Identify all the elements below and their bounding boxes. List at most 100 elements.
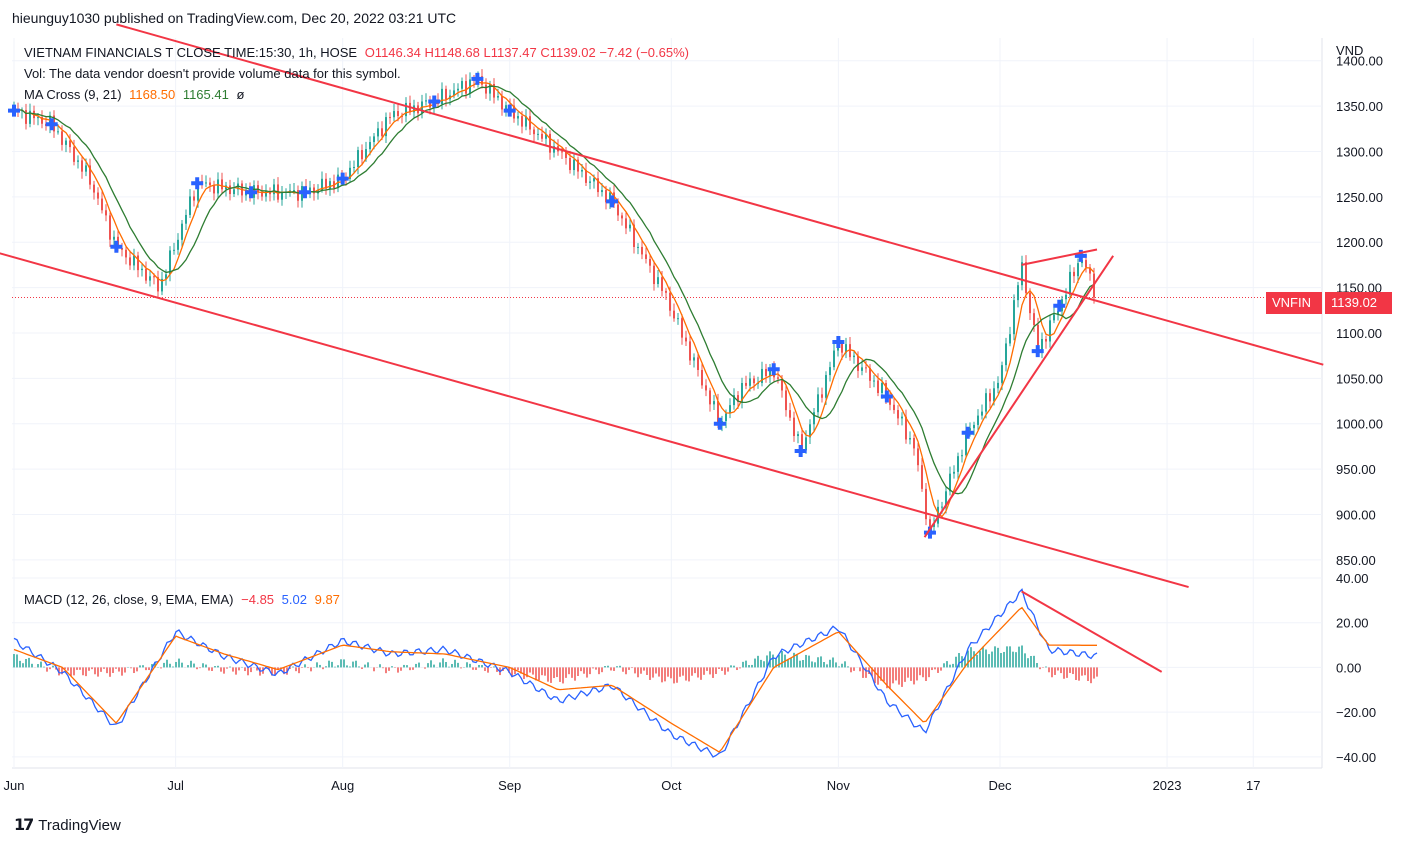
candle-body: [697, 357, 699, 370]
candle-body: [933, 523, 935, 527]
candle-body: [493, 83, 495, 98]
candle-body: [389, 117, 391, 119]
macd-title: MACD (12, 26, close, 9, EMA, EMA): [24, 592, 234, 607]
ma-cross-marker: [471, 72, 484, 85]
price-tick-label: 1050.00: [1336, 371, 1383, 386]
candle-body: [753, 378, 755, 384]
candle-body: [89, 165, 91, 185]
candle-body: [229, 185, 231, 195]
candle-body: [737, 395, 739, 402]
candle-body: [1025, 262, 1027, 293]
candle-body: [1089, 267, 1091, 274]
candle-body: [729, 405, 731, 414]
candle-body: [373, 136, 375, 143]
ma-settings-icon[interactable]: ø: [236, 87, 245, 102]
ma-cross-marker: [880, 390, 893, 403]
candle-body: [553, 146, 555, 153]
macd-legend[interactable]: MACD (12, 26, close, 9, EMA, EMA) −4.85 …: [24, 592, 344, 607]
candle-body: [1057, 311, 1059, 315]
candle-body: [701, 369, 703, 386]
candle-body: [781, 378, 783, 391]
candle-body: [785, 390, 787, 411]
candle-body: [941, 506, 943, 508]
candle-body: [153, 276, 155, 278]
ma-cross-marker: [767, 363, 780, 376]
candle-body: [177, 239, 179, 250]
candle-body: [873, 380, 875, 382]
candle-body: [793, 417, 795, 437]
ma-legend[interactable]: MA Cross (9, 21) 1168.50 1165.41 ø: [24, 87, 248, 102]
ma-cross-marker: [1053, 299, 1066, 312]
candle-body: [901, 416, 903, 419]
ma-cross-marker: [606, 195, 619, 208]
candle-body: [1085, 260, 1087, 268]
candle-body: [149, 276, 151, 281]
candle-body: [217, 179, 219, 194]
candle-body: [833, 350, 835, 368]
candle-body: [657, 277, 659, 285]
candle-body: [313, 187, 315, 194]
candle-body: [329, 181, 331, 189]
candle-body: [717, 401, 719, 425]
candle-body: [749, 378, 751, 386]
tradingview-brand[interactable]: 𝟭𝟳 TradingView: [14, 815, 121, 835]
candle-body: [1045, 339, 1047, 342]
candle-body: [549, 133, 551, 153]
time-tick-label: Oct: [661, 778, 682, 793]
candle-body: [517, 116, 519, 119]
candle-body: [353, 167, 355, 169]
candle-body: [853, 355, 855, 358]
candle-body: [537, 133, 539, 135]
ma-cross-marker: [45, 118, 58, 131]
candle-body: [533, 129, 535, 135]
candle-body: [621, 215, 623, 219]
candle-body: [1049, 320, 1051, 342]
candle-body: [173, 249, 175, 251]
candle-body: [261, 192, 263, 197]
candle-body: [977, 415, 979, 425]
candle-body: [445, 88, 447, 100]
candle-body: [765, 368, 767, 377]
price-trendline: [0, 252, 1189, 589]
candle-body: [441, 88, 443, 105]
candle-body: [649, 258, 651, 266]
candle-body: [641, 246, 643, 255]
last-price-symbol: VNFIN: [1266, 292, 1322, 314]
candle-body: [1077, 263, 1079, 277]
candle-body: [881, 383, 883, 394]
candle-body: [981, 411, 983, 416]
candle-body: [1013, 300, 1015, 335]
candle-body: [161, 278, 163, 292]
candle-body: [741, 382, 743, 402]
price-tick-label: 1100.00: [1336, 326, 1382, 341]
candle-body: [937, 506, 939, 524]
candle-body: [897, 410, 899, 419]
candle-body: [321, 178, 323, 190]
candle-body: [845, 344, 847, 353]
macd-signal-value: 9.87: [314, 592, 340, 607]
candle-body: [877, 380, 879, 394]
macd-signal-line: [13, 606, 1097, 753]
symbol-title[interactable]: VIETNAM FINANCIALS T CLOSE TIME:15:30, 1…: [24, 45, 358, 60]
candle-body: [761, 368, 763, 383]
volume-note: Vol: The data vendor doesn't provide vol…: [24, 66, 401, 81]
candle-body: [405, 102, 407, 117]
candle-body: [1041, 339, 1043, 353]
candle-body: [609, 192, 611, 203]
candle-body: [1069, 271, 1071, 295]
candle-body: [969, 428, 971, 431]
candle-body: [429, 100, 431, 108]
candle-body: [661, 277, 663, 291]
candle-body: [29, 110, 31, 124]
candle-body: [561, 151, 563, 153]
candle-body: [309, 187, 311, 194]
candle-body: [349, 167, 351, 179]
candle-body: [1009, 334, 1011, 344]
candle-body: [165, 274, 167, 279]
ma-cross-marker: [298, 186, 311, 199]
candle-body: [385, 117, 387, 137]
time-tick-label: 17: [1246, 778, 1260, 793]
candle-body: [505, 105, 507, 110]
candle-body: [465, 81, 467, 94]
